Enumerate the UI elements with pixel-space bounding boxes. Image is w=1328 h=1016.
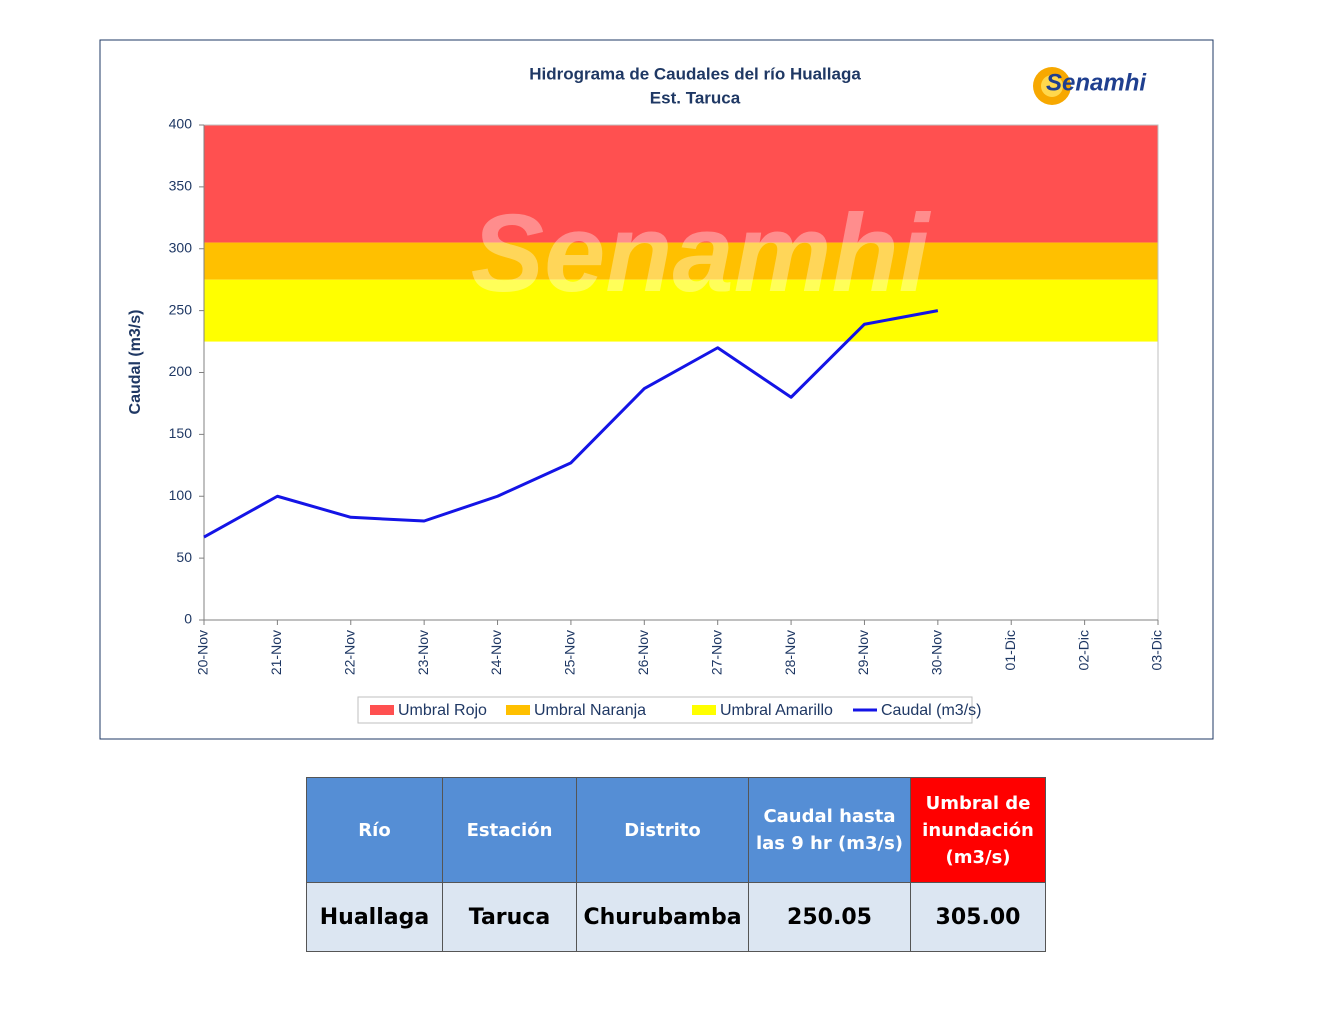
x-tick-label: 23-Nov [415, 630, 431, 675]
legend-label: Umbral Rojo [398, 702, 487, 719]
threshold-band [204, 279, 1158, 342]
x-tick-label: 22-Nov [341, 630, 357, 675]
x-tick-label: 25-Nov [562, 630, 578, 675]
logo-sun-core [1041, 75, 1063, 97]
table-cell: Huallaga [306, 882, 443, 952]
y-tick-label: 200 [169, 363, 193, 379]
chart-title: Hidrograma de Caudales del río Huallaga [529, 64, 861, 83]
header-cell: Caudal hasta las 9 hr (m3/s) [748, 777, 911, 883]
y-tick-label: 0 [184, 611, 192, 627]
watermark: Senamhi [471, 192, 932, 315]
y-tick-label: 350 [169, 178, 193, 194]
legend-label: Umbral Amarillo [720, 702, 833, 719]
logo-text: Senamhi [1046, 69, 1147, 96]
x-tick-label: 20-Nov [195, 630, 211, 675]
header-cell: Distrito [576, 777, 749, 883]
threshold-band [204, 242, 1158, 280]
x-tick-label: 02-Dic [1075, 630, 1091, 670]
table-cell: 250.05 [748, 882, 911, 952]
chart: Senamhi 0 50 100 150 200 250 300 350 400 20-Nov 21-… [99, 39, 1214, 740]
x-tick-label: 01-Dic [1002, 630, 1018, 670]
legend-swatch [692, 705, 716, 715]
x-tick-label: 29-Nov [855, 630, 871, 675]
logo: Senamhi [1033, 67, 1147, 105]
data-line [203, 309, 939, 539]
table-cell: Taruca [442, 882, 577, 952]
threshold-band [204, 125, 1158, 243]
x-tick-label: 28-Nov [782, 630, 798, 675]
table-cell: 305.00 [910, 882, 1046, 952]
y-axis-label: Caudal (m3/s) [127, 310, 144, 415]
legend-label: Umbral Naranja [534, 702, 646, 719]
x-tick-label: 26-Nov [635, 630, 651, 675]
y-tick-label: 100 [169, 487, 193, 503]
x-tick-label: 03-Dic [1149, 630, 1165, 670]
header-cell: Río [306, 777, 443, 883]
data-table: Río Estación Distrito Caudal hasta las 9… [306, 777, 1046, 952]
y-tick-label: 250 [169, 301, 193, 317]
legend-swatch [370, 705, 394, 715]
plot: Senamhi 0 50 100 150 200 250 300 350 400 20-Nov 21-… [169, 116, 1165, 724]
chart-subtitle: Est. Taruca [650, 88, 741, 107]
legend-swatch [506, 705, 530, 715]
table-cell: Churubamba [576, 882, 749, 952]
x-tick-label: 21-Nov [268, 630, 284, 675]
x-tick-label: 30-Nov [929, 630, 945, 675]
legend-label: Caudal (m3/s) [881, 702, 981, 719]
y-tick-label: 300 [169, 239, 193, 255]
x-tick-label: 24-Nov [488, 630, 504, 675]
table-header: Río Estación Distrito Caudal hasta las 9… [306, 777, 1046, 883]
y-tick-label: 400 [169, 116, 193, 132]
header-cell: Umbral de inundación (m3/s) [910, 777, 1046, 883]
legend: Umbral Rojo Umbral Naranja Umbral Amarillo… [357, 696, 981, 724]
header-cell: Estación [442, 777, 577, 883]
y-tick-label: 150 [169, 425, 193, 441]
x-tick-label: 27-Nov [708, 630, 724, 675]
y-tick-label: 50 [176, 549, 192, 565]
table-row: Huallaga Taruca Churubamba 250.05 305.00 [306, 882, 1046, 952]
